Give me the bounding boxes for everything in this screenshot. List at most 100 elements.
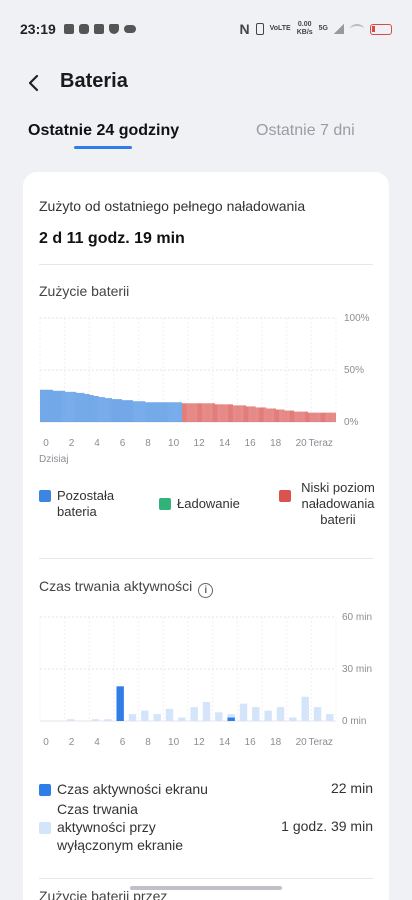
battery-bar-remaining — [94, 396, 96, 422]
battery-bar-low — [215, 404, 216, 422]
network-speed-value: 0.00 — [297, 21, 312, 28]
battery-bar-remaining — [144, 401, 146, 422]
system-status-icons: N VoLTE 0.00 KB/s 5G — [239, 21, 392, 37]
sim-icon — [63, 24, 74, 34]
divider — [39, 878, 373, 879]
battery-bar-remaining — [145, 402, 147, 422]
battery-bar-remaining — [41, 389, 42, 422]
battery-bar-low — [220, 404, 222, 422]
battery-bar-low — [313, 412, 315, 422]
vibrate-icon — [255, 23, 264, 35]
battery-bar-remaining — [106, 398, 108, 422]
battery-bar-remaining — [167, 402, 169, 422]
battery-bar-low — [217, 404, 219, 422]
x-tick-label: 14 — [219, 438, 231, 449]
battery-bar-remaining — [161, 402, 163, 422]
battery-bar-low — [213, 403, 214, 422]
x-tick-label: Teraz — [308, 438, 332, 449]
battery-bar-low — [321, 412, 322, 422]
battery-bar-remaining — [69, 391, 71, 422]
back-arrow-icon[interactable] — [26, 74, 42, 92]
battery-bar-remaining — [114, 399, 115, 422]
battery-bar-remaining — [95, 396, 97, 422]
battery-bar-low — [199, 403, 200, 422]
battery-bar-remaining — [101, 397, 103, 422]
battery-bar-remaining — [46, 389, 47, 422]
battery-bar-remaining — [79, 392, 81, 422]
battery-bar-remaining — [107, 398, 109, 422]
notification-icons — [63, 24, 136, 34]
info-icon[interactable]: i — [198, 583, 214, 598]
x-tick-label: 8 — [145, 438, 151, 449]
legend-swatch-red — [279, 490, 291, 502]
battery-bar-low — [270, 408, 272, 422]
battery-bar-remaining — [160, 402, 162, 422]
battery-bar-low — [325, 412, 327, 422]
battery-bar-low — [205, 403, 207, 422]
battery-bar-low — [216, 404, 217, 422]
battery-bar-remaining — [84, 393, 86, 422]
battery-bar-low — [322, 412, 323, 422]
legend-swatch-green — [159, 498, 171, 510]
battery-level-chart[interactable]: 100% 50% 0% 0 2 4 6 8 10 12 14 16 18 20 Teraz — [23, 172, 389, 472]
battery-bar-remaining — [80, 392, 82, 422]
battery-bar-low — [275, 408, 276, 422]
battery-bar-low — [187, 403, 189, 422]
battery-bar-remaining — [122, 400, 123, 422]
shield-icon — [108, 24, 119, 34]
battery-bar-remaining — [66, 391, 68, 422]
battery-bar-low — [312, 412, 314, 422]
app-header: Bateria — [0, 58, 412, 108]
battery-bar-remaining — [169, 402, 171, 422]
home-gesture-bar[interactable] — [130, 886, 282, 890]
battery-bar-remaining — [92, 394, 94, 422]
battery-bar-low — [192, 403, 194, 422]
activity-bar-screen-off — [190, 707, 198, 721]
x-tick-label: 20 — [296, 737, 308, 748]
battery-bar-low — [246, 406, 247, 422]
battery-bar-low — [271, 408, 273, 422]
battery-bar-remaining — [154, 402, 156, 422]
battery-bar-remaining — [129, 400, 130, 422]
battery-bar-remaining — [134, 401, 136, 422]
tab-last-24-hours[interactable]: Ostatnie 24 godziny — [28, 122, 180, 139]
battery-bar-low — [280, 409, 282, 422]
battery-bar-low — [193, 403, 195, 422]
legend-swatch-screen-off — [39, 822, 51, 834]
battery-bar-low — [334, 412, 336, 422]
legend-low-battery-label: Niski poziom naładowania baterii — [301, 480, 375, 527]
battery-bar-remaining — [75, 391, 77, 422]
battery-bar-remaining — [100, 397, 102, 422]
battery-bar-low — [314, 412, 316, 422]
battery-bar-remaining — [139, 401, 141, 422]
battery-bar-remaining — [65, 391, 67, 422]
legend-swatch-blue — [39, 490, 51, 502]
x-tick-label: 12 — [194, 438, 206, 449]
battery-bar-low — [284, 410, 286, 422]
tab-last-7-days[interactable]: Ostatnie 7 dni — [256, 122, 355, 139]
battery-bar-remaining — [72, 391, 74, 422]
battery-bar-low — [333, 412, 335, 422]
x-tick-label: 8 — [145, 737, 151, 748]
battery-bar-low — [221, 404, 223, 422]
battery-bar-remaining — [54, 390, 55, 422]
battery-bar-remaining — [180, 402, 182, 422]
battery-bar-low — [310, 412, 312, 422]
activity-title-text: Czas trwania aktywności — [39, 578, 193, 594]
battery-bar-low — [218, 404, 220, 422]
battery-bar-remaining — [117, 399, 118, 422]
battery-bar-low — [252, 406, 254, 422]
battery-bar-remaining — [48, 389, 49, 422]
battery-bar-low — [222, 404, 224, 422]
activity-title: Czas trwania aktywności i — [39, 578, 214, 598]
battery-bar-low — [219, 404, 221, 422]
battery-bar-remaining — [121, 399, 122, 422]
battery-bar-low — [188, 403, 190, 422]
x-tick-label: 16 — [245, 438, 257, 449]
battery-bar-remaining — [140, 401, 142, 422]
battery-bar-remaining — [88, 393, 90, 422]
today-label: Dzisiaj — [39, 454, 69, 465]
battery-bar-low — [203, 403, 205, 422]
battery-bar-remaining — [137, 401, 139, 422]
